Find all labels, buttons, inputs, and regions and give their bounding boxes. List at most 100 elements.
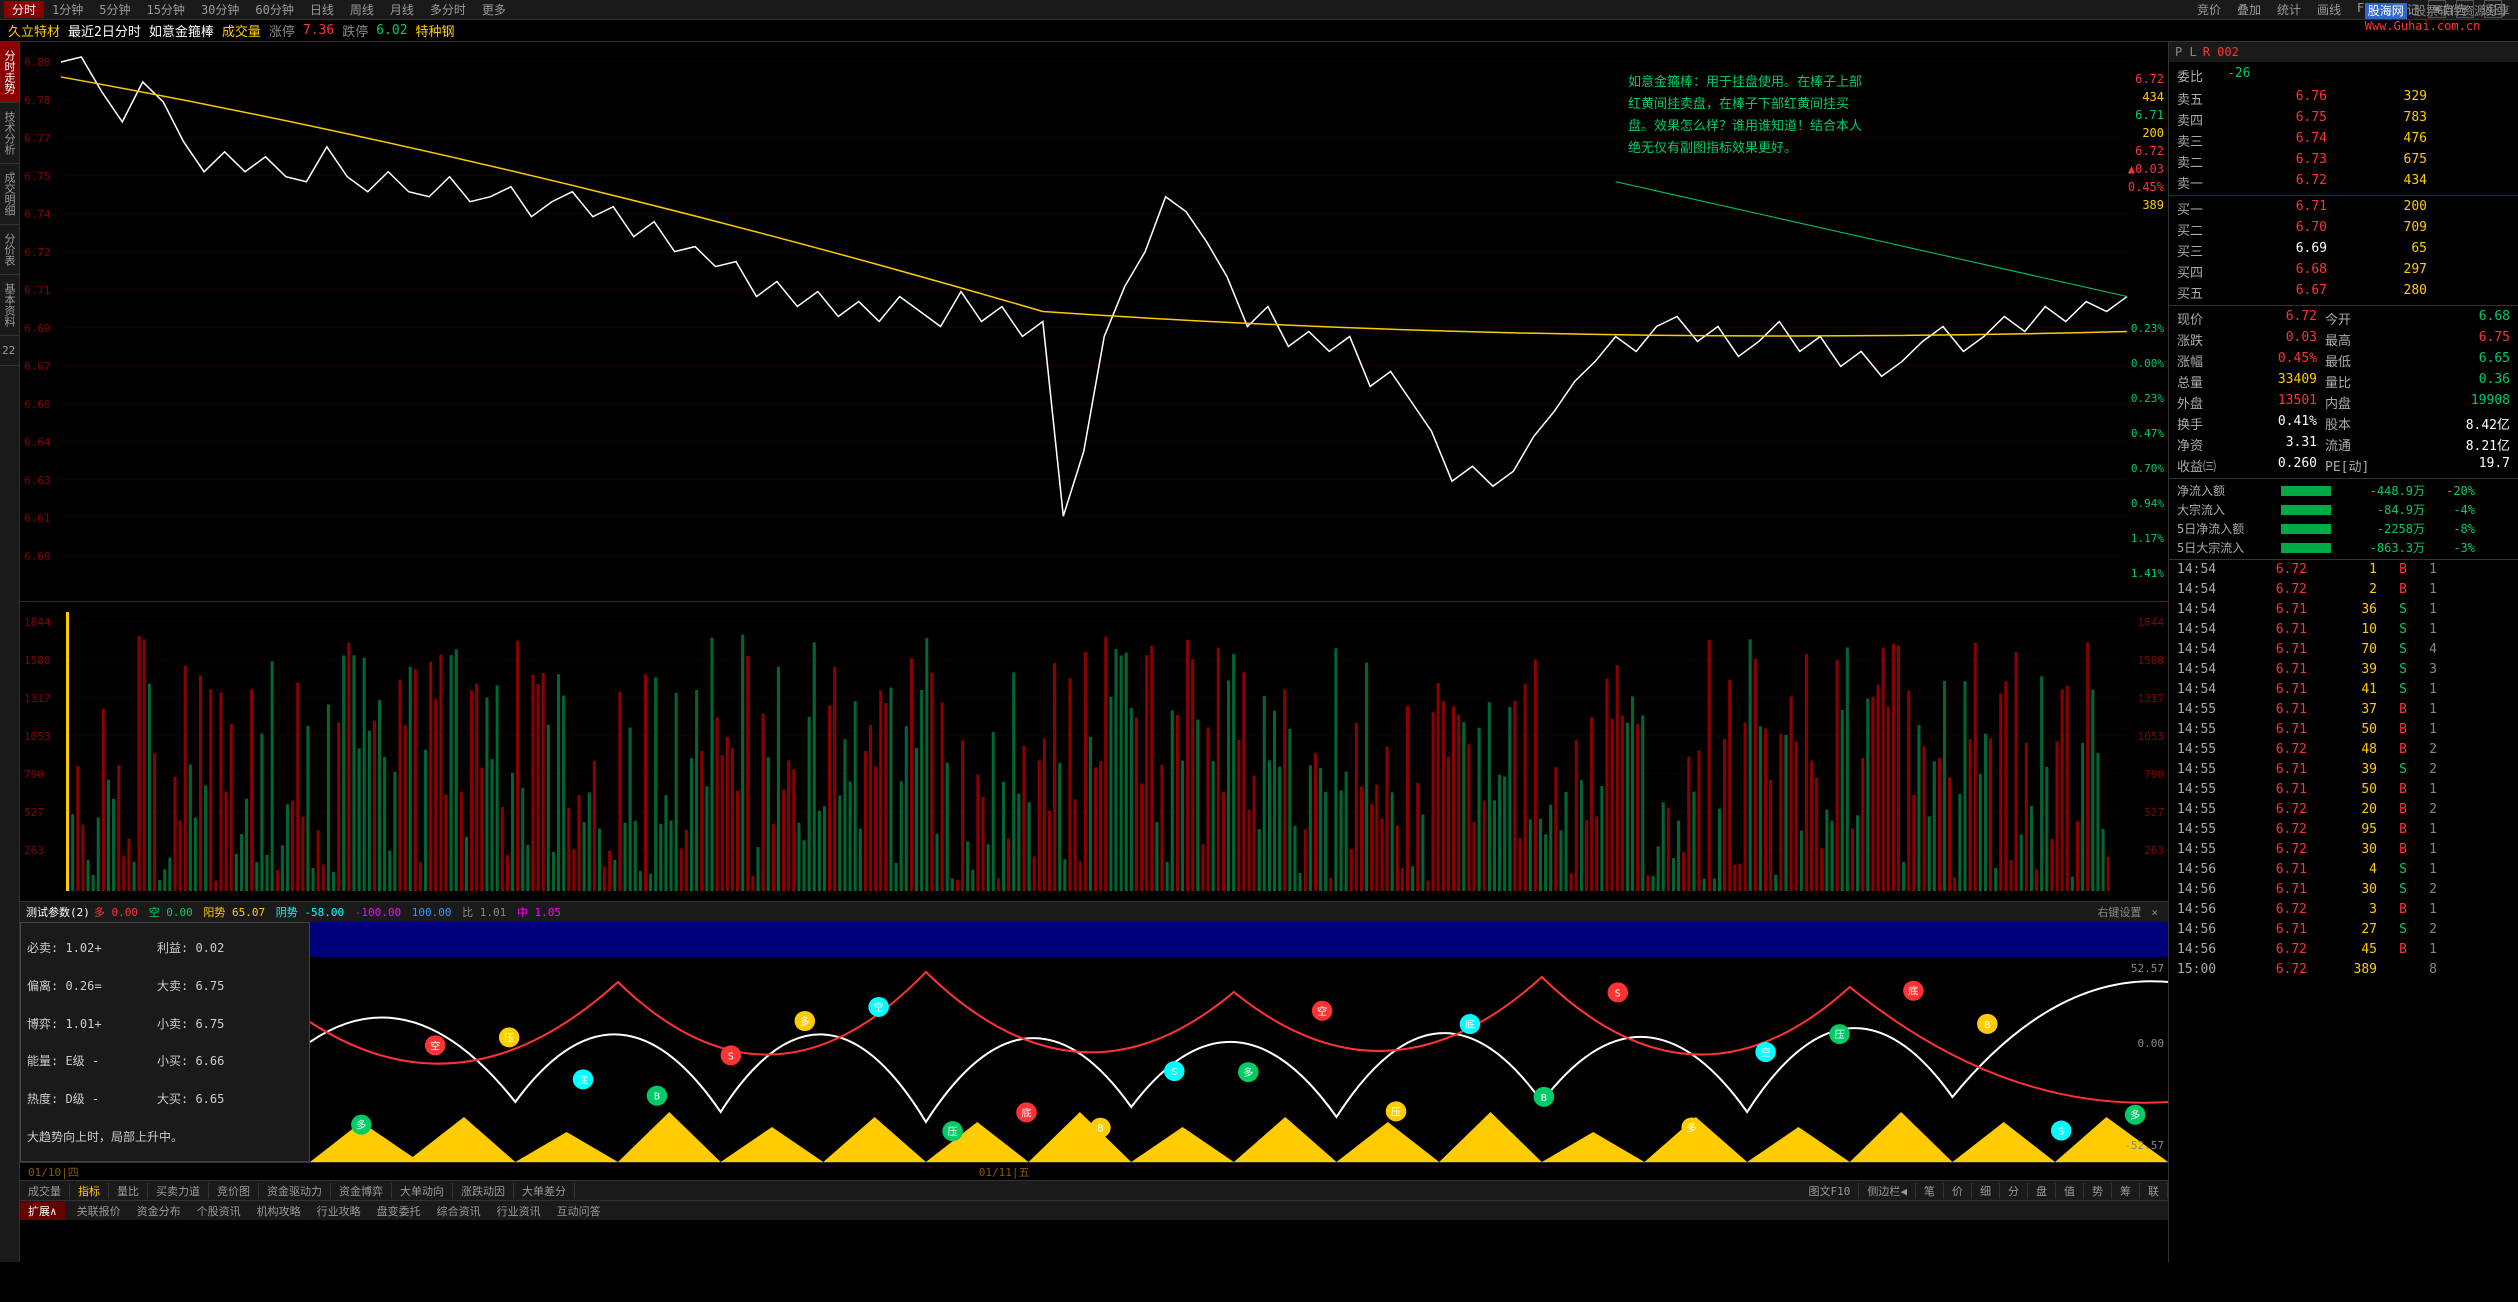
vertical-tab[interactable]: 成交明细 (0, 164, 19, 225)
ask-row: 卖一6.72434 (2169, 172, 2518, 193)
info-tab[interactable]: 资金分布 (129, 1203, 189, 1219)
date-2: 01/11|五 (979, 1164, 1030, 1180)
bottom-tab[interactable]: 成交量 (20, 1183, 70, 1199)
order-book: 卖五6.76329卖四6.75783卖三6.74476卖二6.73675卖一6.… (2169, 86, 2518, 306)
menu-item[interactable]: 月线 (382, 1, 422, 18)
bottom-tab[interactable]: 涨跌动因 (453, 1183, 514, 1199)
tick-row: 14:546.7141S1 (2169, 680, 2518, 700)
info-tab[interactable]: 盘变委托 (369, 1203, 429, 1219)
bottom-tab-r[interactable]: 盘 (2028, 1183, 2056, 1199)
bottom-tab[interactable]: 大单差分 (514, 1183, 575, 1199)
info-tab[interactable]: 互动问答 (549, 1203, 609, 1219)
bottom-tab[interactable]: 资金博弈 (331, 1183, 392, 1199)
chart-area: 6.806.786.776.756.746.726.716.696.676.66… (20, 42, 2168, 1262)
menu-item[interactable]: 15分钟 (138, 1, 192, 18)
left-vertical-tabs: 分时走势技术分析成交明细分价表基本资料22 (0, 42, 20, 1262)
tick-row: 14:546.7110S1 (2169, 620, 2518, 640)
menu-item[interactable]: 更多 (474, 1, 514, 18)
svg-text:多: 多 (2130, 1109, 2140, 1122)
info-tab[interactable]: 综合资讯 (429, 1203, 489, 1219)
bottom-tab-r[interactable]: 筹 (2112, 1183, 2140, 1199)
svg-text:B: B (1097, 1124, 1103, 1135)
menu-item[interactable]: 60分钟 (247, 1, 301, 18)
menu-item[interactable]: 统计 (2269, 1, 2309, 18)
tick-row: 14:566.7130S2 (2169, 880, 2518, 900)
close-icon[interactable]: × (2151, 906, 2158, 919)
vertical-tab[interactable]: 分时走势 (0, 42, 19, 103)
svg-text:底: 底 (1021, 1107, 1031, 1120)
bottom-tab[interactable]: 量比 (109, 1183, 148, 1199)
limit-up-label: 涨停 (269, 21, 295, 40)
vertical-tab[interactable]: 基本资料 (0, 275, 19, 336)
ask-row: 卖三6.74476 (2169, 130, 2518, 151)
bottom-tab[interactable]: 指标 (70, 1183, 109, 1199)
svg-text:S: S (728, 1051, 734, 1062)
indicator-canvas[interactable]: 多空压底BS多空压底BS多空压底BS多空压底BS多 52.57 0.00 -52… (310, 922, 2168, 1162)
menu-item[interactable]: 1分钟 (44, 1, 91, 18)
tick-row: 14:566.7127S2 (2169, 920, 2518, 940)
info-tab[interactable]: 机构攻略 (249, 1203, 309, 1219)
chart-annotation: 如意金箍棒：用于挂盘使用。在棒子上部红黄间挂卖盘，在棒子下部红黄间挂买盘。效果怎… (1628, 72, 1868, 160)
bottom-tab[interactable]: 大单动向 (392, 1183, 453, 1199)
tick-row: 14:556.7150B1 (2169, 720, 2518, 740)
flow-row: 5日净流入额-2258万-8% (2169, 519, 2518, 538)
svg-text:空: 空 (430, 1039, 440, 1052)
bottom-tab-r[interactable]: 价 (1944, 1183, 1972, 1199)
capital-flow: 净流入额-448.9万-20%大宗流入-84.9万-4%5日净流入额-2258万… (2169, 479, 2518, 560)
info-tab[interactable]: 行业攻略 (309, 1203, 369, 1219)
info-tab[interactable]: 个股资讯 (189, 1203, 249, 1219)
tick-row: 14:556.7230B1 (2169, 840, 2518, 860)
tick-row: 14:556.7295B1 (2169, 820, 2518, 840)
bottom-tab-r[interactable]: 势 (2084, 1183, 2112, 1199)
date-1: 01/10|四 (28, 1164, 79, 1180)
volume-label: 成交量 (222, 21, 261, 40)
info-tab[interactable]: 行业资讯 (489, 1203, 549, 1219)
right-click-settings[interactable]: 右键设置 (2097, 904, 2141, 920)
menu-item[interactable]: 5分钟 (91, 1, 138, 18)
menu-item[interactable]: 竞价 (2189, 1, 2229, 18)
stat-row: 收益㈢0.260PE[动]19.7 (2169, 455, 2518, 476)
menu-item[interactable]: 日线 (302, 1, 342, 18)
period-label: 最近2日分时 (68, 21, 141, 40)
indicator-title: 测试参数(2) (26, 904, 90, 920)
menu-item[interactable]: 30分钟 (193, 1, 247, 18)
bottom-tab-r[interactable]: 值 (2056, 1183, 2084, 1199)
menu-item[interactable]: 多分时 (422, 1, 474, 18)
svg-text:压: 压 (947, 1126, 957, 1138)
ind-y-mid: 0.00 (2138, 1037, 2165, 1050)
ask-row: 卖二6.73675 (2169, 151, 2518, 172)
bottom-tab-r[interactable]: 分 (2000, 1183, 2028, 1199)
volume-chart[interactable]: 1844158013171053790527263 18441580131710… (20, 602, 2168, 902)
menu-item[interactable]: 画线 (2309, 1, 2349, 18)
bottom-tab-r[interactable]: 侧边栏◀ (1859, 1183, 1916, 1199)
svg-text:压: 压 (1391, 1106, 1401, 1118)
stat-row: 总量33409量比0.36 (2169, 371, 2518, 392)
svg-text:S: S (1615, 989, 1621, 1000)
tick-row: 14:546.721B1 (2169, 560, 2518, 580)
ind-y-top: 52.57 (2131, 962, 2164, 975)
bottom-tab-r[interactable]: 细 (1972, 1183, 2000, 1199)
bottom-tab[interactable]: 竞价图 (209, 1183, 259, 1199)
bottom-tab-r[interactable]: 联 (2140, 1183, 2168, 1199)
vertical-tab[interactable]: 技术分析 (0, 103, 19, 164)
trend-text: 大趋势向上时，局部上升中。 (27, 1125, 303, 1148)
menu-item[interactable]: 叠加 (2229, 1, 2269, 18)
expand-button[interactable]: 扩展∧ (20, 1202, 65, 1220)
menu-item[interactable]: 分时 (4, 1, 44, 18)
menu-item[interactable]: 周线 (342, 1, 382, 18)
vertical-tab[interactable]: 分价表 (0, 225, 19, 275)
price-chart[interactable]: 6.806.786.776.756.746.726.716.696.676.66… (20, 42, 2168, 602)
bottom-tab-r[interactable]: 笔 (1916, 1183, 1944, 1199)
tick-row: 14:556.7139S2 (2169, 760, 2518, 780)
tick-row: 15:006.723898 (2169, 960, 2518, 980)
bottom-tab[interactable]: 资金驱动力 (259, 1183, 331, 1199)
svg-text:S: S (2058, 1127, 2064, 1138)
bottom-tab[interactable]: 买卖力道 (148, 1183, 209, 1199)
param-row: 热度: D级 -大买: 6.65 (27, 1087, 303, 1110)
info-tab[interactable]: 关联报价 (69, 1203, 129, 1219)
param-row: 能量: E级 -小买: 6.66 (27, 1049, 303, 1072)
rp-header: P L R 002 股海网 股票软件资源分享 Www.Guhai.com.cn (2169, 42, 2518, 62)
stock-info-bar: 久立特材 最近2日分时 如意金箍棒 成交量 涨停 7.36 跌停 6.02 特种… (0, 20, 2518, 42)
stat-row: 涨跌0.03最高6.75 (2169, 329, 2518, 350)
bottom-tab-r[interactable]: 图文F10 (1801, 1183, 1860, 1199)
